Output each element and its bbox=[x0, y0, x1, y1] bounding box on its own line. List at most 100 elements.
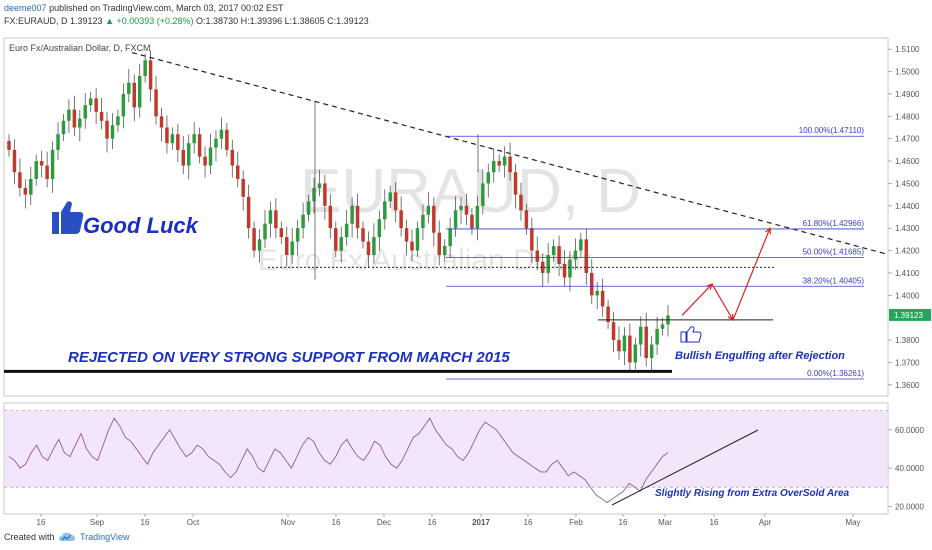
candle-body bbox=[56, 134, 60, 150]
candle-body bbox=[208, 147, 213, 166]
candle-body bbox=[350, 205, 354, 224]
x-tick-label: 16 bbox=[428, 518, 437, 527]
rsi-tick-label: 20.0000 bbox=[895, 502, 924, 511]
fib-level-label: 50.00%(1.41685) bbox=[803, 248, 865, 257]
candle-body bbox=[475, 205, 480, 229]
candle-body bbox=[312, 187, 316, 202]
author-link[interactable]: deeme007 bbox=[4, 3, 47, 13]
trendline-resistance bbox=[131, 51, 887, 255]
candle-body bbox=[655, 328, 659, 345]
candle-body bbox=[159, 116, 164, 128]
candle-body bbox=[197, 134, 202, 157]
candle-body bbox=[257, 239, 262, 251]
candle-body bbox=[252, 228, 256, 251]
x-tick-label: Feb bbox=[569, 518, 583, 527]
candle-body bbox=[535, 250, 540, 262]
candle-body bbox=[606, 306, 610, 323]
x-tick-label: Nov bbox=[281, 518, 295, 527]
candle-body bbox=[290, 241, 294, 256]
y-tick-label: 1.4800 bbox=[895, 112, 920, 121]
candle-body bbox=[649, 344, 654, 358]
candle-body bbox=[639, 326, 643, 345]
rsi-tick-label: 60.0000 bbox=[895, 426, 924, 435]
candle-body bbox=[579, 239, 583, 251]
candle-body bbox=[481, 183, 485, 206]
candle-body bbox=[50, 149, 55, 179]
candle-body bbox=[83, 105, 87, 119]
candle-body bbox=[393, 192, 398, 211]
candle-body bbox=[573, 250, 578, 260]
published-text: published on TradingView.com, March 03, … bbox=[49, 3, 284, 13]
candle-body bbox=[192, 134, 196, 144]
candle-body bbox=[372, 237, 376, 256]
candle-body bbox=[285, 237, 289, 256]
y-tick-label: 1.4600 bbox=[895, 157, 920, 166]
candle-body bbox=[334, 228, 338, 251]
y-tick-label: 1.4300 bbox=[895, 224, 920, 233]
candle-body bbox=[246, 196, 251, 229]
rsi-line bbox=[8, 417, 669, 504]
candle-body bbox=[377, 219, 382, 238]
y-tick-label: 1.4700 bbox=[895, 135, 920, 144]
candle-body bbox=[628, 335, 632, 363]
rsi-tick-label: 40.0000 bbox=[895, 464, 924, 473]
candle-body bbox=[519, 194, 523, 211]
candle-body bbox=[72, 109, 77, 128]
candle-body bbox=[633, 344, 638, 363]
fib-level-label: 38.20%(1.40405) bbox=[803, 276, 865, 285]
candle-body bbox=[143, 60, 147, 77]
created-with-text: Created with bbox=[4, 532, 55, 542]
candle-body bbox=[415, 228, 420, 251]
candle-body bbox=[540, 261, 545, 273]
candle-body bbox=[546, 255, 550, 273]
candle-body bbox=[236, 165, 240, 179]
candle-body bbox=[453, 210, 458, 229]
candle-body bbox=[67, 109, 71, 121]
projection-path bbox=[681, 227, 771, 322]
candle-body bbox=[165, 127, 169, 144]
y-tick-label: 1.3800 bbox=[895, 336, 920, 345]
pointing-hand-icon bbox=[680, 326, 702, 343]
candle-body bbox=[268, 210, 273, 224]
candle-body bbox=[323, 183, 327, 206]
candle-body bbox=[590, 272, 594, 296]
rising-oversold-text: Slightly Rising from Extra OverSold Area bbox=[655, 488, 850, 499]
candle-body bbox=[421, 214, 425, 229]
candle-body bbox=[660, 324, 665, 329]
candle-body bbox=[121, 93, 126, 117]
candle-body bbox=[339, 237, 343, 251]
candle-body bbox=[486, 172, 491, 184]
candle-body bbox=[361, 228, 365, 242]
y-tick-label: 1.5100 bbox=[895, 45, 920, 54]
candle-body bbox=[442, 246, 447, 256]
candle-body bbox=[170, 134, 175, 144]
candle-body bbox=[241, 178, 245, 197]
symbol-info: FX:EURAUD, D 1.39123 bbox=[4, 16, 103, 26]
candle-body bbox=[7, 140, 11, 150]
candle-body bbox=[502, 156, 507, 166]
candle-body bbox=[137, 76, 142, 108]
candle-body bbox=[437, 232, 441, 256]
candle-body bbox=[186, 143, 191, 166]
candle-body bbox=[105, 120, 109, 139]
candle-body bbox=[497, 161, 501, 166]
candle-body bbox=[524, 210, 529, 229]
y-tick-label: 1.4400 bbox=[895, 202, 920, 211]
bullish-engulfing-text: Bullish Engulfing after Rejection bbox=[675, 350, 845, 362]
candle-body bbox=[551, 246, 556, 256]
candle-body bbox=[383, 201, 387, 220]
candle-body bbox=[214, 138, 218, 148]
y-tick-label: 1.4500 bbox=[895, 179, 920, 188]
chart-title: Euro Fx/Australian Dollar, D, FXCM bbox=[9, 43, 151, 53]
tradingview-brand[interactable]: TradingView bbox=[80, 532, 130, 542]
good-luck-text: Good Luck bbox=[83, 213, 200, 238]
symbol-line: FX:EURAUD, D 1.39123 ▲ +0.00393 (+0.28%)… bbox=[4, 16, 369, 27]
x-tick-label: 16 bbox=[619, 518, 628, 527]
candle-body bbox=[404, 228, 409, 242]
projection-arrowhead bbox=[727, 313, 734, 322]
x-tick-label: Sep bbox=[90, 518, 105, 527]
chart-header: deeme007 published on TradingView.com, M… bbox=[0, 0, 932, 30]
candle-body bbox=[176, 134, 180, 150]
rsi-band bbox=[5, 410, 887, 488]
